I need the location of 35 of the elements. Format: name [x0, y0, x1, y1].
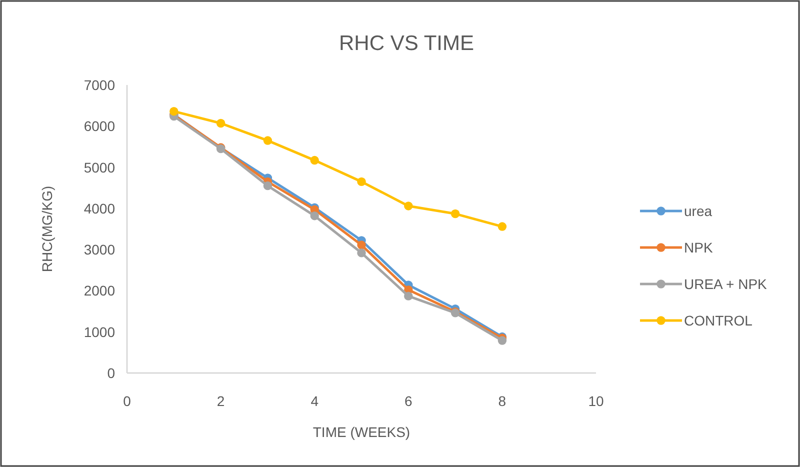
- y-tick-label: 3000: [84, 242, 116, 258]
- x-axis-title: TIME (WEEKS): [312, 424, 410, 440]
- point: [404, 292, 413, 300]
- x-tick-label: 6: [404, 393, 412, 409]
- y-tick-label: 5000: [84, 159, 116, 176]
- y-axis-title: RHC(MG/KG): [39, 186, 55, 272]
- y-tick-label: 0: [107, 365, 116, 381]
- legend-label: CONTROL: [684, 312, 753, 328]
- legend-label: urea: [684, 203, 712, 219]
- point: [450, 209, 460, 218]
- y-tick-label: 1000: [84, 324, 116, 340]
- point: [216, 118, 226, 128]
- legend-label: UREA + NPK: [684, 276, 768, 292]
- x-tick-label: 8: [498, 393, 506, 409]
- point: [263, 181, 272, 190]
- point: [498, 336, 507, 345]
- point: [310, 156, 319, 165]
- y-tick-label: 4000: [84, 200, 116, 216]
- x-tick-label: 2: [216, 393, 225, 409]
- chart-title: RHC VS TIME: [339, 32, 474, 55]
- point: [170, 106, 178, 116]
- point: [357, 240, 366, 250]
- y-tick-label: 2000: [84, 282, 116, 299]
- point: [498, 222, 507, 231]
- y-tick-label: 6000: [84, 118, 116, 134]
- point: [263, 136, 272, 145]
- point: [357, 248, 366, 258]
- point: [404, 202, 413, 210]
- x-tick-label: 0: [123, 393, 132, 409]
- y-tick-label: 7000: [84, 77, 116, 93]
- point: [357, 177, 366, 186]
- legend-label: NPK: [684, 240, 714, 256]
- x-tick-label: 4: [310, 393, 319, 409]
- point: [310, 211, 319, 220]
- x-tick-label: 10: [588, 393, 604, 409]
